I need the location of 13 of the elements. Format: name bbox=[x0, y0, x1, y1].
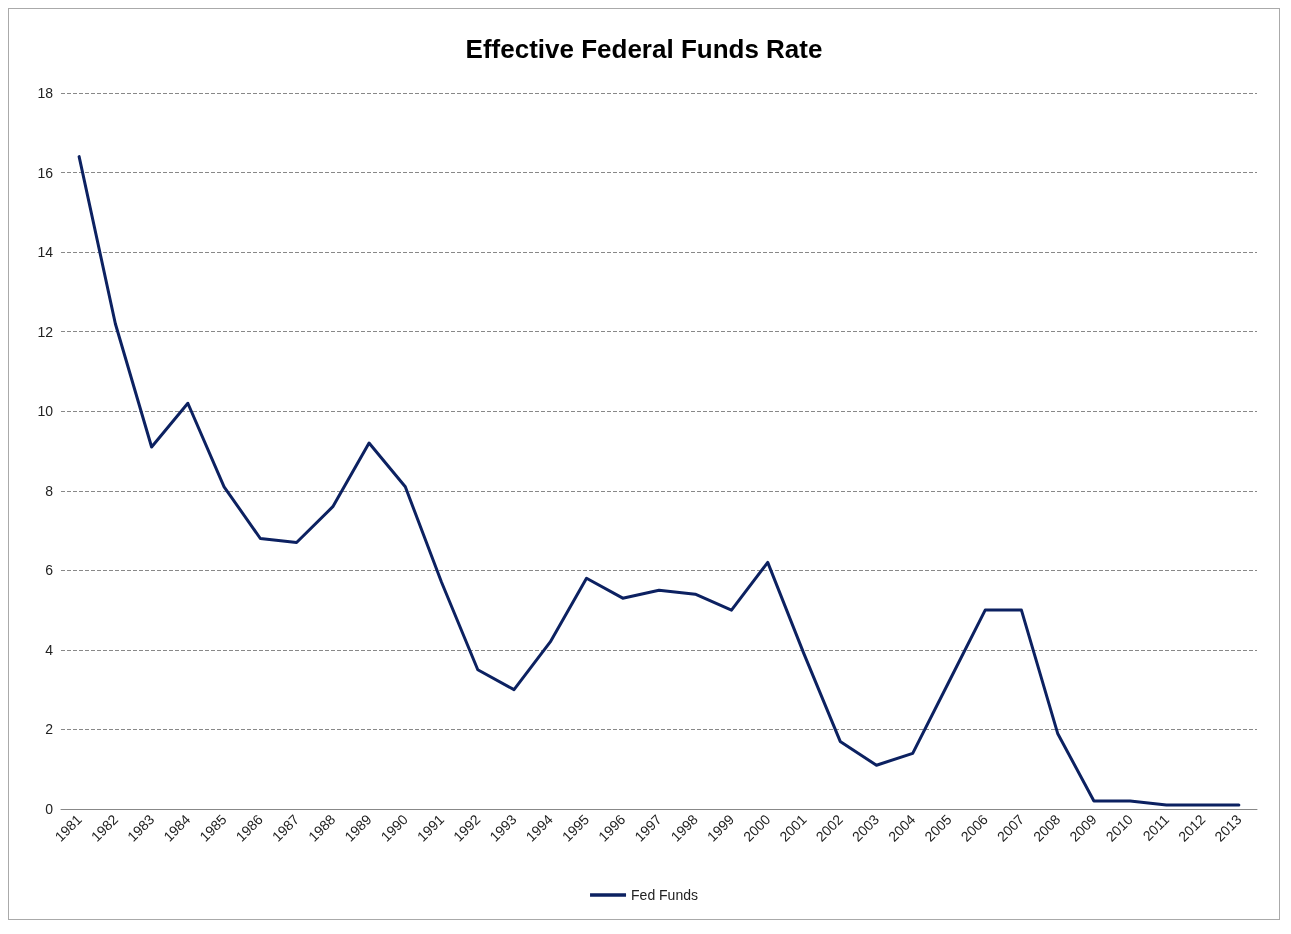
legend-label: Fed Funds bbox=[631, 887, 698, 903]
y-tick-label: 0 bbox=[45, 801, 54, 817]
y-tick-label: 12 bbox=[37, 323, 54, 340]
y-tick-label: 8 bbox=[45, 482, 54, 499]
y-tick-label: 16 bbox=[37, 164, 54, 181]
y-tick-label: 2 bbox=[45, 721, 54, 738]
chart-title: Effective Federal Funds Rate bbox=[465, 34, 823, 64]
y-tick-label: 14 bbox=[37, 244, 54, 261]
y-tick-label: 18 bbox=[37, 85, 54, 101]
line-series bbox=[77, 155, 1241, 807]
y-tick-label: 6 bbox=[45, 562, 54, 579]
y-tick-label: 10 bbox=[37, 403, 54, 420]
y-tick-label: 4 bbox=[45, 641, 54, 658]
